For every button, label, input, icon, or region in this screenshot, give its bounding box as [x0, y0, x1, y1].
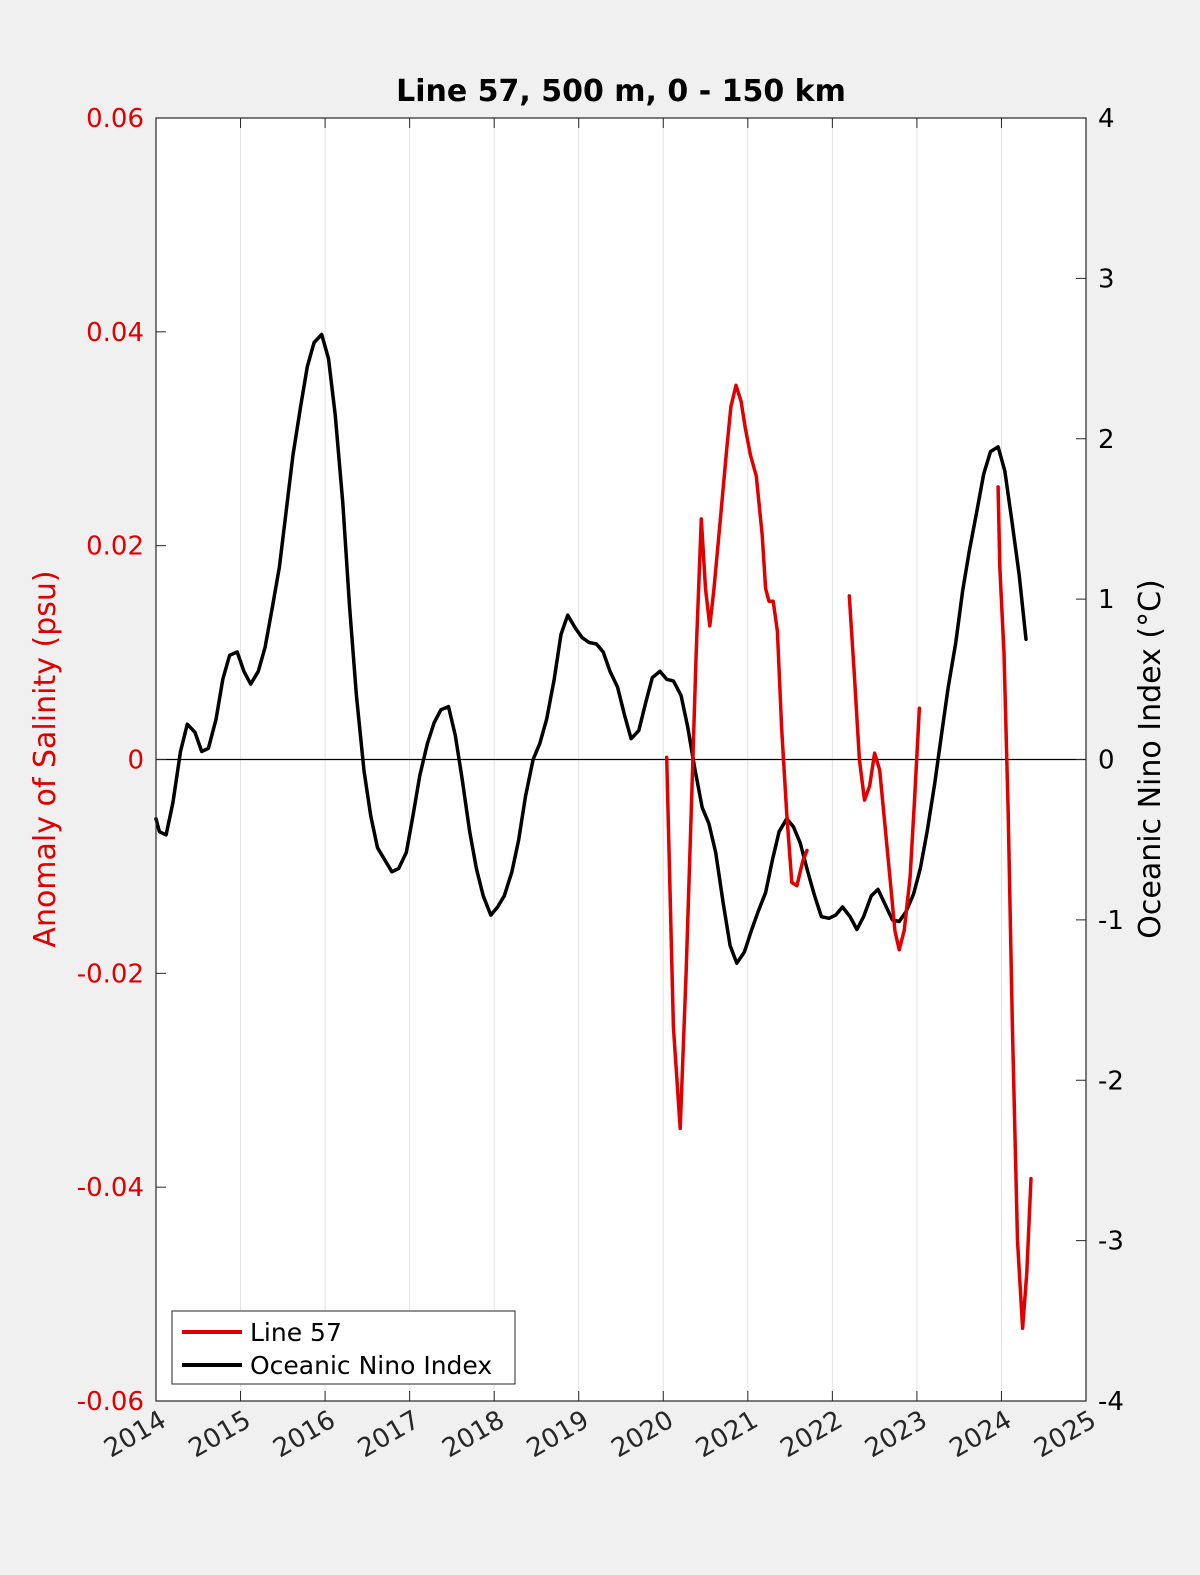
y-right-tick-label: 3 [1098, 264, 1115, 294]
x-tick-label: 2016 [268, 1405, 340, 1464]
series-line-57-segment-2 [996, 485, 1033, 1331]
x-tick-label: 2020 [606, 1405, 678, 1464]
chart-title: Line 57, 500 m, 0 - 150 km [396, 74, 846, 109]
y-left-tick-label: 0.04 [86, 318, 144, 348]
series-layer [154, 332, 1033, 1331]
x-tick-label: 2024 [945, 1405, 1017, 1464]
legend-box [171, 1310, 516, 1385]
y-right-tick-label: -3 [1098, 1227, 1124, 1257]
y-axis-left-title: Anomaly of Salinity (psu) [28, 570, 63, 947]
y-left-tick-label: -0.04 [77, 1173, 144, 1203]
y-axis-right: 4 3 2 1 0 -1 -2 -3 -4 [1076, 104, 1124, 1417]
x-tick-label: 2015 [184, 1405, 256, 1464]
y-right-tick-label: 1 [1098, 585, 1115, 615]
legend: Line 57 Oceanic Nino Index [171, 1310, 516, 1385]
y-right-tick-label: 4 [1098, 104, 1115, 134]
y-axis-left: 0.06 0.04 0.02 0 -0.02 -0.04 -0.06 [77, 104, 166, 1417]
x-tick-label: 2019 [522, 1405, 594, 1464]
series-line-57-segment-0 [664, 383, 809, 1131]
x-tick-label: 2023 [860, 1405, 932, 1464]
y-left-tick-label: -0.02 [77, 959, 144, 989]
legend-label-oni: Oceanic Nino Index [250, 1351, 492, 1380]
y-right-tick-label: 0 [1098, 746, 1115, 776]
series-oni-segment-0 [154, 332, 1028, 965]
y-left-tick-label: -0.06 [77, 1387, 144, 1417]
y-left-tick-label: 0 [127, 746, 144, 776]
y-left-tick-label: 0.02 [86, 532, 144, 562]
y-right-tick-label: -4 [1098, 1387, 1124, 1417]
x-tick-label: 2022 [776, 1405, 848, 1464]
series-line-57-segment-1 [847, 594, 922, 952]
y-axis-right-title: Oceanic Nino Index (°C) [1133, 579, 1168, 939]
x-tick-label: 2018 [437, 1405, 509, 1464]
y-right-tick-label: 2 [1098, 425, 1115, 455]
y-right-tick-label: -2 [1098, 1066, 1124, 1096]
x-tick-label: 2025 [1029, 1405, 1101, 1464]
x-tick-label: 2017 [353, 1405, 425, 1464]
y-right-tick-label: -1 [1098, 906, 1124, 936]
x-tick-label: 2021 [691, 1405, 763, 1464]
legend-label-line-57: Line 57 [250, 1318, 342, 1347]
y-left-tick-label: 0.06 [86, 104, 144, 134]
